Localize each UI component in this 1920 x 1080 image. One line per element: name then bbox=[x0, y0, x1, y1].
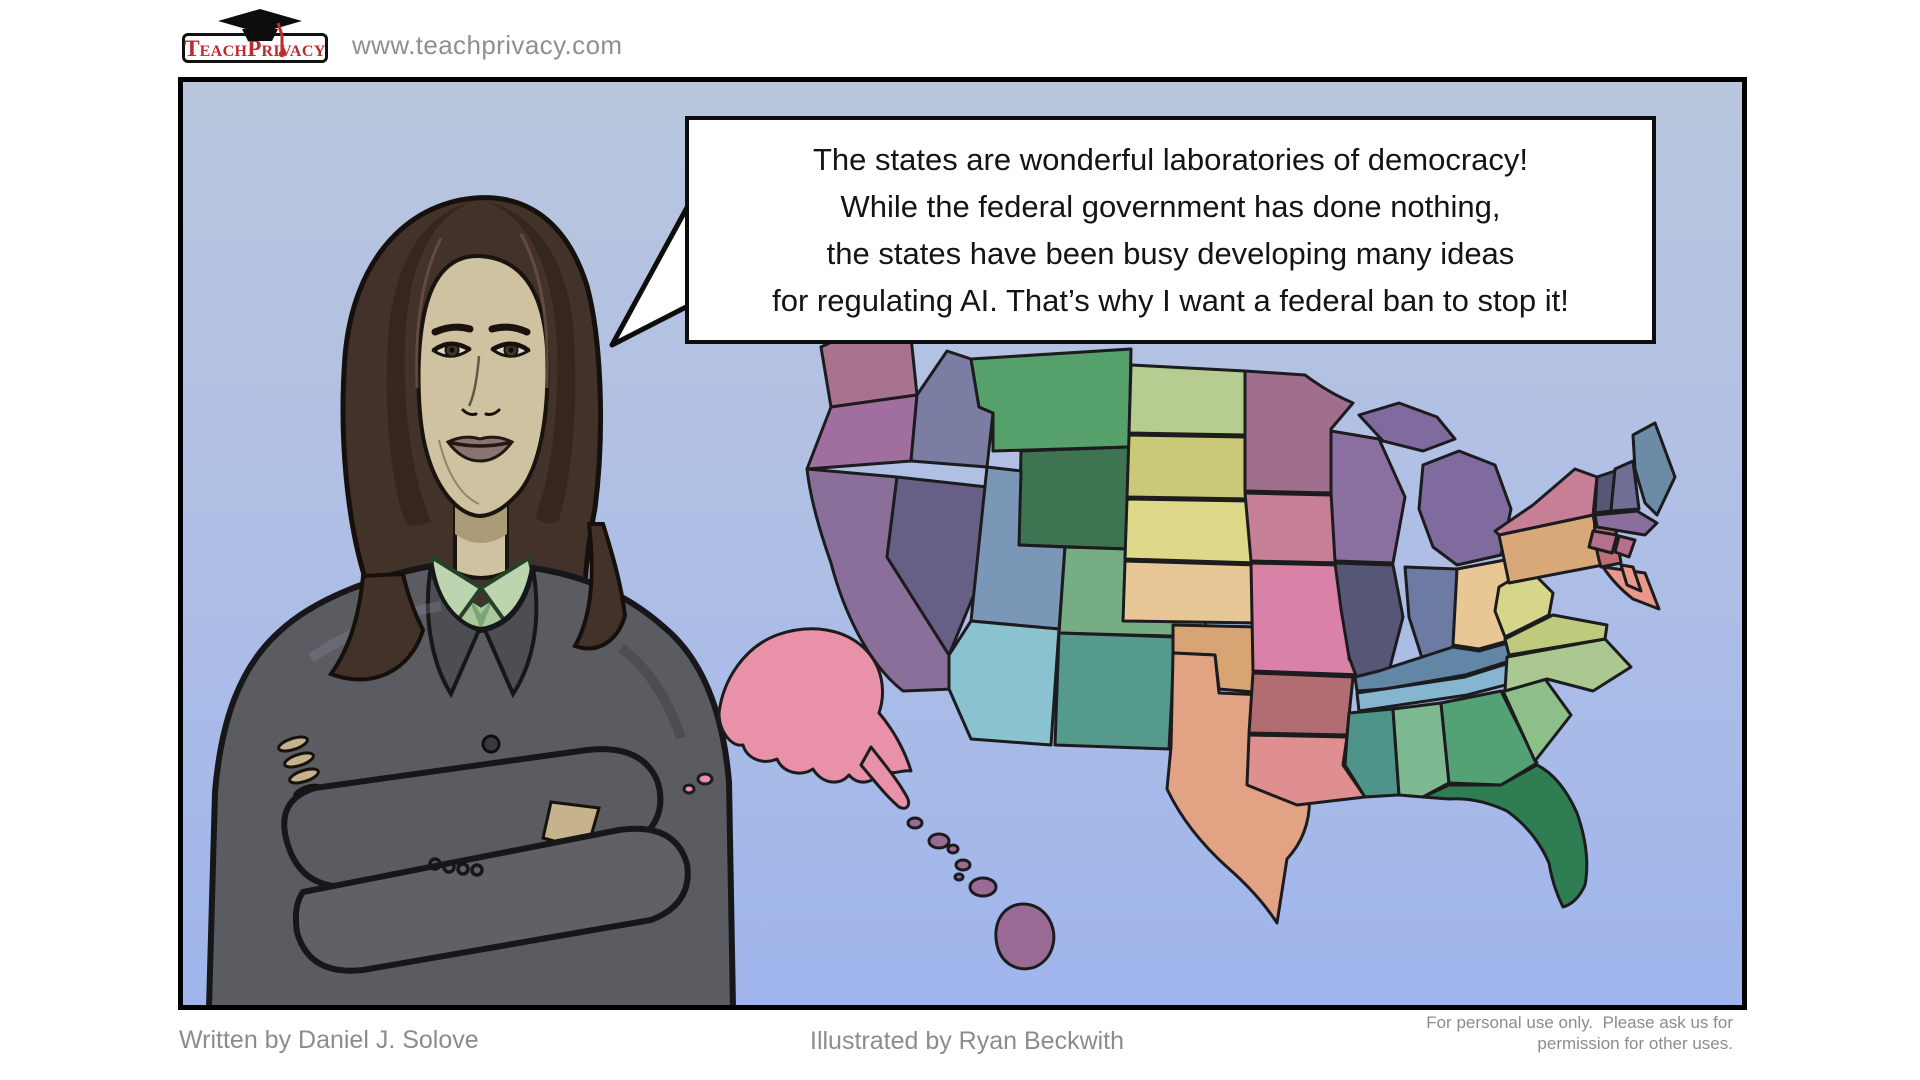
state-ct bbox=[1587, 529, 1619, 555]
state-mi bbox=[1417, 449, 1513, 567]
state-wi bbox=[1329, 429, 1407, 565]
state-ak-panhandle bbox=[859, 745, 911, 810]
anchor-face bbox=[416, 253, 550, 519]
state-ne bbox=[1123, 497, 1263, 565]
us-map bbox=[682, 329, 1677, 971]
speech-line: for regulating AI. That’s why I want a f… bbox=[772, 283, 1569, 318]
state-de bbox=[1619, 563, 1643, 593]
website-url: www.teachprivacy.com bbox=[352, 30, 623, 60]
illustrated-by-credit: Illustrated by Ryan Beckwith bbox=[810, 1027, 1125, 1055]
left-lash bbox=[431, 341, 472, 353]
state-nh bbox=[1609, 459, 1641, 513]
news-anchor-figure bbox=[206, 195, 736, 1005]
comic-panel: The states are wonderful laboratories of… bbox=[178, 77, 1747, 1010]
state-fl bbox=[1421, 763, 1589, 909]
jacket-button bbox=[481, 734, 501, 754]
state-mi-upper bbox=[1357, 401, 1457, 453]
left-pupil bbox=[449, 347, 455, 353]
state-mt bbox=[969, 347, 1133, 453]
cuff-buttons bbox=[428, 857, 484, 877]
suit-shadow bbox=[617, 644, 686, 740]
right-pupil bbox=[508, 347, 514, 353]
state-wy bbox=[1017, 445, 1131, 551]
usage-note: For personal use only. Please ask us for… bbox=[1426, 1013, 1733, 1053]
hair-lock-right bbox=[487, 202, 576, 524]
state-ks bbox=[1121, 559, 1263, 625]
speech-bubble: The states are wonderful laboratories of… bbox=[685, 116, 1656, 344]
right-eyebrow bbox=[488, 323, 531, 336]
state-ma bbox=[1593, 509, 1659, 537]
hair-over-shoulder-left bbox=[327, 571, 426, 682]
written-by-credit: Written by Daniel J. Solove bbox=[179, 1026, 479, 1054]
state-ar bbox=[1247, 671, 1355, 737]
hair-over-shoulder-right bbox=[572, 522, 628, 651]
state-nd bbox=[1127, 363, 1247, 437]
state-ri bbox=[1613, 534, 1637, 559]
nose bbox=[467, 355, 481, 407]
state-al bbox=[1391, 701, 1451, 799]
crossed-arm-upper bbox=[292, 825, 691, 974]
ak-island bbox=[696, 772, 714, 786]
right-lash bbox=[490, 341, 531, 353]
state-nm bbox=[1053, 631, 1177, 751]
jaw-line bbox=[438, 439, 480, 505]
state-nv bbox=[885, 475, 989, 657]
lapel-left bbox=[425, 565, 482, 699]
lapel-right bbox=[482, 567, 539, 699]
state-ca bbox=[805, 467, 955, 693]
nostrils bbox=[461, 408, 501, 416]
state-me bbox=[1631, 421, 1677, 517]
shirt-vneck-shadow bbox=[467, 594, 495, 630]
speech-line: While the federal government has done no… bbox=[840, 189, 1501, 224]
state-az bbox=[947, 619, 1061, 747]
hair-lock-left bbox=[386, 202, 471, 526]
hair-highlight bbox=[415, 237, 443, 389]
hair-highlight bbox=[519, 233, 549, 389]
state-sd bbox=[1125, 433, 1253, 501]
state-va bbox=[1503, 613, 1609, 657]
teachprivacy-logo[interactable]: TEACHPRIVACY bbox=[182, 33, 328, 63]
ak-island bbox=[682, 783, 696, 795]
state-or bbox=[805, 393, 919, 471]
brand-text: TEACHPRIVACY bbox=[184, 35, 326, 61]
speech-line: the states have been busy developing man… bbox=[826, 236, 1515, 271]
speech-line: The states are wonderful laboratories of… bbox=[812, 142, 1529, 177]
mouth-line bbox=[447, 440, 513, 448]
left-eyebrow bbox=[431, 323, 474, 336]
state-hi-islands bbox=[906, 816, 1056, 971]
